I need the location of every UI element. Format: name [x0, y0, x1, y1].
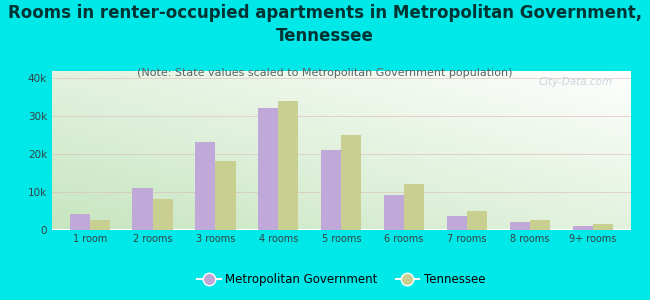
Bar [133, 188, 153, 230]
Text: City-Data.com: City-Data.com [539, 77, 613, 87]
Text: Rooms in renter-occupied apartments in Metropolitan Government,
Tennessee: Rooms in renter-occupied apartments in M… [8, 4, 642, 45]
Bar [467, 211, 487, 230]
Bar [153, 199, 173, 230]
Bar [258, 108, 278, 230]
Bar [530, 220, 550, 230]
Bar [70, 214, 90, 230]
Legend: Metropolitan Government, Tennessee: Metropolitan Government, Tennessee [192, 268, 490, 290]
Bar [510, 222, 530, 230]
Bar [216, 161, 235, 230]
Bar [341, 135, 361, 230]
Bar [90, 220, 110, 230]
Bar [321, 150, 341, 230]
Bar [384, 195, 404, 230]
Bar [593, 224, 613, 230]
Bar [196, 142, 216, 230]
Bar [404, 184, 424, 230]
Bar [573, 226, 593, 230]
Bar [278, 101, 298, 230]
Bar [447, 216, 467, 230]
Text: (Note: State values scaled to Metropolitan Government population): (Note: State values scaled to Metropolit… [137, 68, 513, 77]
